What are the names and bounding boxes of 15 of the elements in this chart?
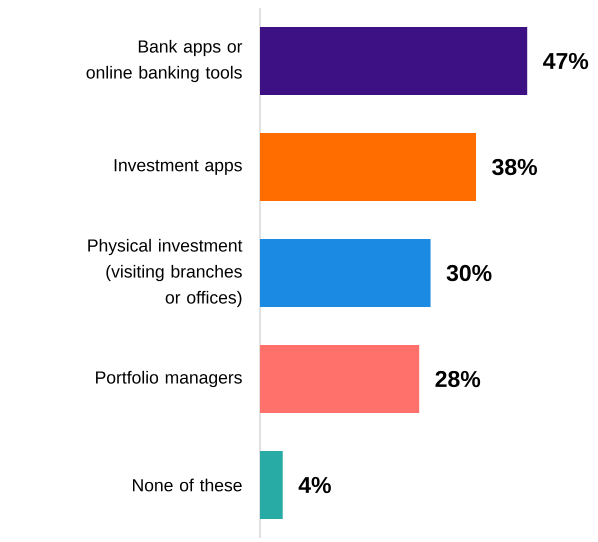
data-label: 38% [492,158,537,176]
y-tick-label: Bank apps or online banking tools [86,40,242,82]
y-tick-label: None of these [133,478,242,492]
bar [260,27,528,96]
data-label: 4% [298,476,331,494]
data-label: 28% [436,370,480,388]
bar [260,451,283,520]
bar [260,133,476,202]
bar [260,239,431,308]
y-tick-label: Portfolio managers [96,370,242,388]
data-label: 30% [446,264,492,282]
data-label: 47% [543,52,588,70]
y-tick-label: Investment apps [114,159,242,175]
y-tick-label: Physical investment (visiting branches or offices) [88,238,242,308]
bar [260,345,420,414]
